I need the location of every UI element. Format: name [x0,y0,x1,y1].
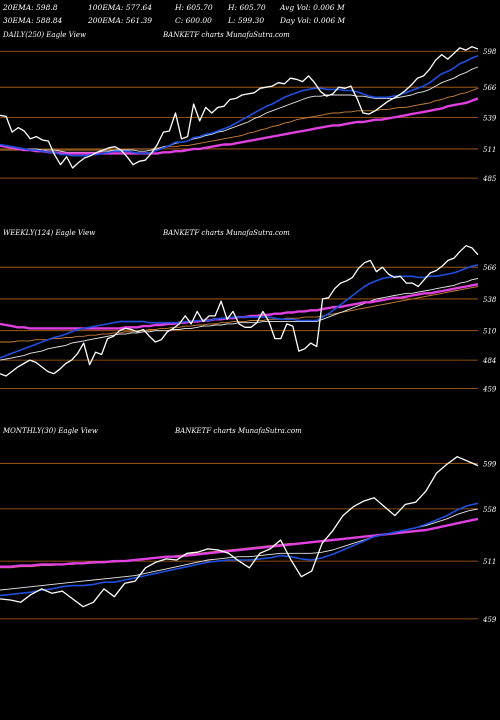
ema30-label: 30EMA: 588.84 [3,16,63,25]
weekly-ema-mid-line [0,278,479,361]
monthly-ema-long-line [0,517,479,568]
panel-daily-title: DAILY(250) Eagle View [3,31,86,39]
panel-daily-caption: BANKETF charts MunafaSutra.com [163,31,290,39]
monthly-y-tick-label: 459 [482,616,497,624]
ema100-label: 100EMA: 577.64 [88,3,153,12]
daily-ema-mid-line [0,66,479,153]
monthly-y-tick-label: 511 [483,558,496,566]
high-label: H: 605.70 [175,3,213,12]
monthly-y-tick-label: 558 [483,506,497,514]
weekly-y-tick-label: 566 [483,264,497,272]
daily-price-line [0,46,479,169]
daily-y-tick-label: 539 [483,115,497,123]
daily-y-tick-label: 566 [483,84,497,92]
weekly-ema-fast-line [0,264,479,359]
weekly-y-tick-label: 484 [482,357,496,365]
weekly-ema-slow-line [0,286,479,343]
monthly-price-line [0,456,479,608]
daily-ema-slow-line [0,87,479,151]
monthly-ema-fast-line [0,502,479,597]
daily-ema-long-line [0,97,479,155]
monthly-y-tick-label: 599 [483,460,497,468]
ema20-label: 20EMA: 598.8 [3,3,58,12]
weekly-y-tick-label: 459 [482,385,497,393]
low-label: L: 599.30 [228,16,265,25]
weekly-price-line [0,245,479,377]
header-stats: 20EMA: 598.8 30EMA: 588.84 100EMA: 577.6… [0,0,500,30]
weekly-y-tick-label: 510 [483,328,497,336]
ema200-label: 200EMA: 561.39 [88,16,153,25]
panel-weekly-caption: BANKETF charts MunafaSutra.com [163,229,290,237]
panel-weekly-title: WEEKLY(124) Eagle View [3,229,96,237]
day-vol-label: Day Vol: 0.006 M [280,16,346,25]
daily-y-tick-label: 511 [483,146,496,154]
daily-ema-fast-line [0,54,479,157]
high2-label: H: 605.70 [228,3,266,12]
panel-monthly-caption: BANKETF charts MunafaSutra.com [175,427,302,435]
daily-y-tick-label: 598 [483,48,497,56]
close-label: C: 600.00 [175,16,212,25]
weekly-y-tick-label: 538 [483,296,497,304]
daily-y-tick-label: 485 [482,175,497,183]
avg-vol-label: Avg Vol: 0.006 M [280,3,345,12]
panel-monthly-title: MONTHLY(30) Eagle View [3,427,98,435]
